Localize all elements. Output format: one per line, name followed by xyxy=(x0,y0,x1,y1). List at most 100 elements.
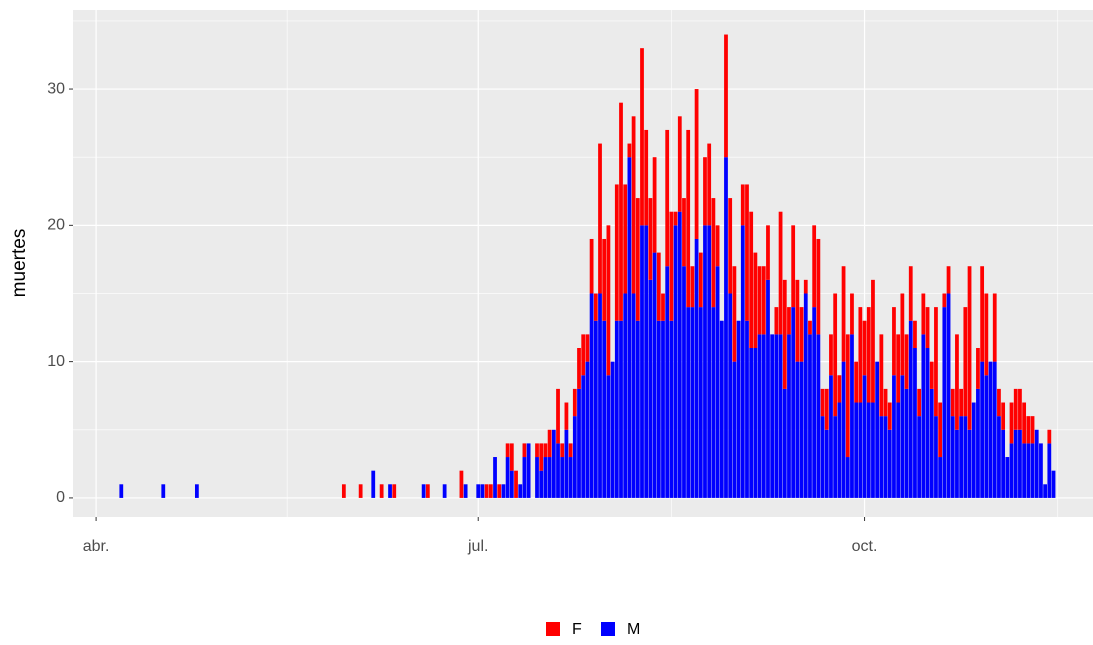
bar-segment xyxy=(547,429,552,458)
bar-segment xyxy=(648,279,653,498)
bar-segment xyxy=(539,470,544,498)
bar-segment xyxy=(572,388,577,417)
bar-segment xyxy=(1043,484,1048,498)
bar-segment xyxy=(883,388,888,417)
bar-segment xyxy=(749,348,754,498)
bar-segment xyxy=(560,443,565,458)
bar-segment xyxy=(992,361,997,498)
bar-segment xyxy=(875,361,880,498)
bar-segment xyxy=(656,320,661,498)
bar-segment xyxy=(598,293,602,498)
bar-segment xyxy=(925,307,930,348)
bar-segment xyxy=(740,225,745,498)
bar-segment xyxy=(799,361,804,498)
bar-segment xyxy=(908,266,913,321)
bar-segment xyxy=(816,334,821,498)
bar-segment xyxy=(984,293,989,376)
bar-segment xyxy=(1030,443,1035,498)
bar-segment xyxy=(728,198,733,294)
bar-segment xyxy=(732,361,737,498)
bar-segment xyxy=(724,34,728,158)
bar-segment xyxy=(1047,443,1052,498)
bar-segment xyxy=(862,320,867,376)
bar-segment xyxy=(829,334,833,376)
bar-segment xyxy=(690,307,695,498)
bar-segment xyxy=(795,279,800,362)
bar-segment xyxy=(976,388,980,498)
bar-segment xyxy=(959,416,964,498)
bar-segment xyxy=(619,320,623,498)
bar-segment xyxy=(669,320,674,498)
bar-segment xyxy=(526,443,531,498)
bar-segment xyxy=(833,293,838,417)
bar-segment xyxy=(543,443,548,458)
bar-segment xyxy=(858,307,863,403)
bar-segment xyxy=(980,266,985,362)
bar-segment xyxy=(816,238,821,335)
bar-segment xyxy=(703,157,707,226)
bar-segment xyxy=(757,266,762,335)
bar-segment xyxy=(1030,416,1035,444)
bar-segment xyxy=(808,320,812,335)
bar-segment xyxy=(976,348,980,389)
bar-segment xyxy=(715,225,720,267)
bar-segment xyxy=(887,402,892,430)
bar-segment xyxy=(929,388,934,498)
bar-segment xyxy=(753,252,758,348)
bar-segment xyxy=(568,443,573,458)
bar-segment xyxy=(488,484,493,498)
bar-segment xyxy=(1001,402,1006,430)
y-axis-title: muertes xyxy=(9,229,30,298)
bar-segment xyxy=(829,375,833,498)
bar-segment xyxy=(1022,443,1027,498)
bar-segment xyxy=(677,116,682,212)
bar-segment xyxy=(1034,429,1039,498)
bar-segment xyxy=(1039,443,1043,498)
bar-segment xyxy=(824,429,829,498)
bar-segment xyxy=(820,416,825,498)
bar-segment xyxy=(614,320,619,498)
y-tick-label: 0 xyxy=(56,489,65,506)
bar-segment xyxy=(686,307,691,498)
bar-segment xyxy=(879,334,884,417)
bar-segment xyxy=(694,89,699,239)
bar-segment xyxy=(841,361,846,498)
bar-segment xyxy=(719,320,724,498)
bar-segment xyxy=(690,266,695,308)
bar-segment xyxy=(908,320,913,498)
bar-segment xyxy=(556,443,560,498)
bar-segment xyxy=(661,320,665,498)
bar-segment xyxy=(505,457,510,498)
bar-segment xyxy=(673,225,678,498)
bar-segment xyxy=(757,334,762,498)
legend-swatch xyxy=(546,622,560,636)
bar-segment xyxy=(715,266,720,498)
bar-segment xyxy=(732,266,737,362)
bar-segment xyxy=(476,484,481,498)
bar-segment xyxy=(543,457,548,498)
bar-segment xyxy=(442,484,447,498)
legend-label: F xyxy=(572,621,582,638)
bar-segment xyxy=(850,334,854,498)
bar-segment xyxy=(761,334,766,498)
x-tick-label: oct. xyxy=(852,538,878,555)
bar-segment xyxy=(505,443,510,458)
bar-segment xyxy=(925,348,930,498)
bar-segment xyxy=(119,484,124,498)
bar-segment xyxy=(896,334,901,403)
bar-segment xyxy=(644,129,649,226)
bar-segment xyxy=(955,334,959,430)
bar-segment xyxy=(619,102,623,321)
bar-segment xyxy=(501,484,506,498)
bar-segment xyxy=(194,484,199,498)
bar-segment xyxy=(770,334,775,498)
bar-segment xyxy=(514,470,518,498)
bar-segment xyxy=(745,184,749,321)
bar-segment xyxy=(459,470,464,498)
bar-segment xyxy=(967,266,972,430)
bar-segment xyxy=(585,334,590,362)
bar-segment xyxy=(866,307,871,403)
bar-segment xyxy=(1018,388,1022,430)
bar-segment xyxy=(845,334,850,458)
bar-segment xyxy=(803,293,808,498)
